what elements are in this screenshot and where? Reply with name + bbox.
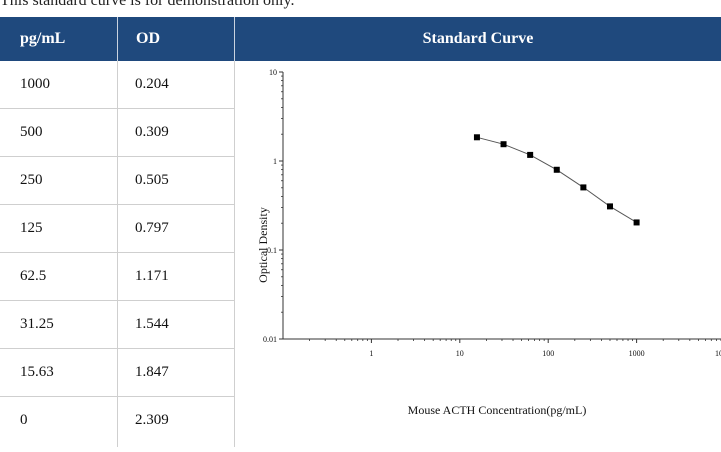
y-tick-label: 10 — [269, 68, 277, 77]
header-standard-curve: Standard Curve — [234, 17, 721, 61]
data-point — [553, 166, 560, 173]
od-cell: 1.847 — [135, 364, 169, 380]
series-line — [476, 136, 637, 223]
concentration-cell: 500 — [20, 124, 43, 140]
od-cell: 1.544 — [135, 316, 169, 332]
data-point — [527, 151, 534, 158]
concentration-cell: 250 — [20, 172, 43, 188]
data-point — [580, 184, 587, 191]
x-tick-label: 1 — [369, 349, 373, 358]
standard-curve-table: pg/mL OD Standard Curve 1000 0.204 500 0.3… — [0, 17, 721, 447]
od-cell: 0.309 — [135, 124, 169, 140]
y-tick-label: 1 — [273, 157, 277, 166]
column-divider — [234, 61, 235, 447]
x-tick-label: 1000 — [629, 349, 645, 358]
data-point — [500, 141, 507, 148]
od-cell: 1.171 — [135, 268, 169, 284]
y-tick-label: 0.1 — [267, 246, 277, 255]
data-point — [606, 203, 613, 210]
od-cell: 0.797 — [135, 220, 169, 236]
concentration-cell: 0 — [20, 412, 28, 428]
data-point — [473, 134, 480, 141]
table-row: 15.63 1.847 — [0, 349, 234, 397]
y-tick-label: 0.01 — [263, 335, 277, 344]
standard-curve-chart: Optical Density Mouse ACTH Concentration… — [235, 61, 721, 447]
od-cell: 2.309 — [135, 412, 169, 428]
concentration-cell: 15.63 — [20, 364, 54, 380]
table-row: 0 2.309 — [0, 397, 234, 445]
header-concentration: pg/mL — [0, 17, 117, 61]
header-od: OD — [117, 17, 234, 61]
data-point — [633, 219, 640, 226]
x-tick-label: 100 — [542, 349, 554, 358]
concentration-cell: 31.25 — [20, 316, 54, 332]
y-axis-label: Optical Density — [256, 207, 270, 283]
x-axis-label: Mouse ACTH Concentration(pg/mL) — [408, 403, 587, 417]
caption: This standard curve is for demonstration… — [0, 0, 721, 18]
x-tick-label: 10 — [456, 349, 464, 358]
concentration-cell: 62.5 — [20, 268, 47, 284]
standard-curve-plot: Optical Density Mouse ACTH Concentration… — [256, 68, 721, 417]
concentration-cell: 125 — [20, 220, 43, 236]
caption-text: This standard curve is for demonstration… — [0, 0, 295, 9]
od-cell: 0.204 — [135, 76, 169, 92]
od-cell: 0.505 — [135, 172, 169, 188]
concentration-cell: 1000 — [20, 76, 50, 92]
column-divider — [117, 61, 118, 447]
